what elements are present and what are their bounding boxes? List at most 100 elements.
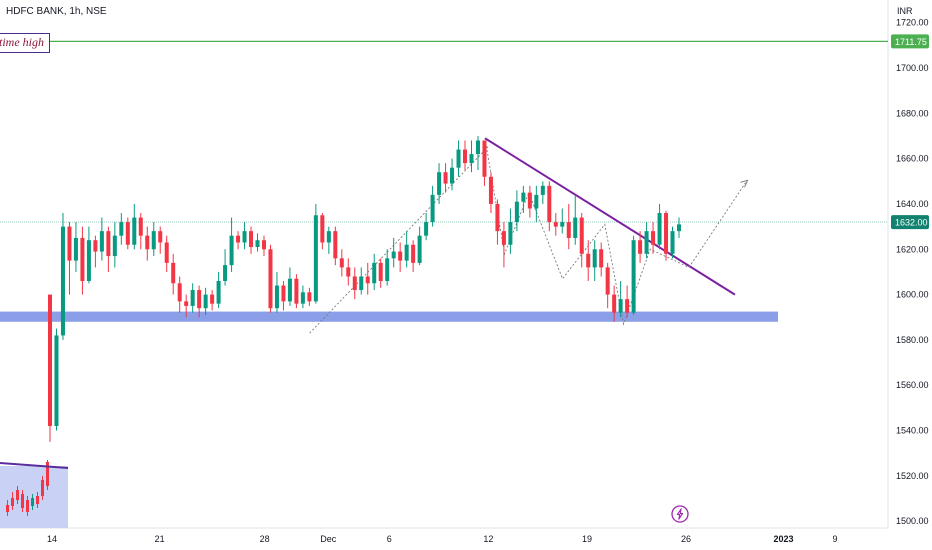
price-axis[interactable]: 1720.00 1700.00 1680.00 1660.00 1640.00 1620.…: [896, 18, 929, 527]
candle-body: [378, 262, 383, 281]
candle-body: [495, 203, 500, 232]
candle-body: [210, 294, 215, 304]
candle-body: [573, 217, 578, 238]
candle-body: [592, 249, 597, 268]
candle-body: [670, 231, 675, 254]
candle-body: [300, 292, 305, 304]
candle-body: [54, 335, 59, 427]
y-tick-label: 1640.00: [896, 199, 929, 209]
currency-unit-label: INR: [897, 6, 913, 16]
grid-layer: [0, 0, 889, 529]
candle-body: [86, 240, 91, 281]
candle-body: [553, 222, 558, 227]
candle-body: [501, 231, 506, 245]
inset-candle: [26, 500, 29, 512]
candle-body: [307, 292, 312, 302]
candle-body: [47, 294, 53, 427]
x-tick-label: 2023: [774, 534, 794, 544]
candle-body: [463, 149, 468, 164]
candle-body: [326, 231, 331, 243]
candle-body: [417, 235, 422, 263]
candle-body: [190, 290, 195, 306]
candle-body: [145, 235, 150, 250]
candle-body: [236, 235, 241, 243]
inset-candle: [16, 490, 19, 500]
candles-layer: [47, 135, 682, 442]
candle-body: [618, 299, 623, 313]
price-badge: [891, 34, 929, 49]
candle-body: [274, 285, 279, 309]
candle-body: [424, 222, 429, 236]
inset-candle: [21, 494, 24, 508]
candle-body: [534, 194, 539, 209]
inset-candle: [36, 496, 39, 504]
x-tick-label: 21: [155, 534, 165, 544]
price-badges: 1711.75 1632.00: [891, 34, 929, 230]
candle-body: [177, 283, 182, 302]
candle-body: [223, 265, 228, 281]
inset-candle: [11, 498, 14, 506]
candle-body: [99, 231, 104, 252]
candle-body: [197, 290, 202, 309]
candle-body: [599, 249, 604, 268]
candle-body: [359, 276, 364, 291]
y-tick-label: 1580.00: [896, 335, 929, 345]
candle-body: [365, 276, 370, 284]
candle-body: [125, 222, 130, 245]
candle-body: [93, 240, 98, 252]
x-tick-label: 19: [582, 534, 592, 544]
candle-body: [132, 217, 137, 245]
symbol-header[interactable]: HDFC BANK, 1h, NSE: [6, 6, 107, 17]
x-tick-label: 26: [681, 534, 691, 544]
candle-body: [411, 244, 416, 263]
candle-body: [73, 237, 78, 261]
candle-body: [631, 240, 636, 313]
time-axis[interactable]: 14 21 28 Dec 6 12 19 26 2023 9: [47, 534, 838, 544]
candle-body: [664, 213, 669, 254]
candle-body: [164, 242, 169, 263]
projection-arrowhead: [740, 179, 749, 188]
lightning-icon[interactable]: [671, 505, 689, 523]
candle-body: [184, 301, 189, 306]
y-tick-label: 1540.00: [896, 426, 929, 436]
all-time-high-label[interactable]: time high: [0, 33, 50, 53]
support-zone: [0, 311, 778, 322]
candle-body: [281, 285, 286, 302]
candle-body: [352, 276, 357, 291]
candle-body: [294, 278, 299, 304]
candle-body: [443, 172, 448, 184]
x-tick-label: 28: [260, 534, 270, 544]
candle-body: [287, 278, 292, 302]
candle-body: [158, 231, 163, 243]
candle-body: [625, 299, 630, 313]
candle-body: [313, 215, 318, 302]
candle-body: [261, 240, 266, 250]
inset-trendline: [0, 462, 69, 469]
candle-body: [119, 222, 124, 236]
drawings-layer: [309, 137, 749, 334]
candle-body: [385, 258, 390, 281]
candle-body: [229, 235, 234, 266]
price-badge-label: 1632.00: [895, 218, 928, 228]
candle-body: [657, 213, 662, 245]
candle-body: [106, 231, 111, 257]
y-tick-label: 1680.00: [896, 108, 929, 118]
candle-body: [404, 244, 409, 261]
support-zone-layer: [0, 311, 778, 322]
x-tick-label: Dec: [320, 534, 337, 544]
candle-body: [566, 222, 571, 238]
y-tick-label: 1560.00: [896, 380, 929, 390]
candle-body: [80, 237, 85, 281]
candle-body: [456, 149, 461, 168]
candle-body: [482, 140, 487, 177]
candle-body: [268, 249, 273, 309]
y-tick-label: 1500.00: [896, 516, 929, 526]
x-tick-label: 12: [483, 534, 493, 544]
candle-body: [586, 253, 591, 268]
candle-body: [249, 231, 254, 248]
x-tick-label: 9: [832, 534, 837, 544]
candle-body: [547, 185, 552, 223]
x-tick-label: 6: [387, 534, 392, 544]
